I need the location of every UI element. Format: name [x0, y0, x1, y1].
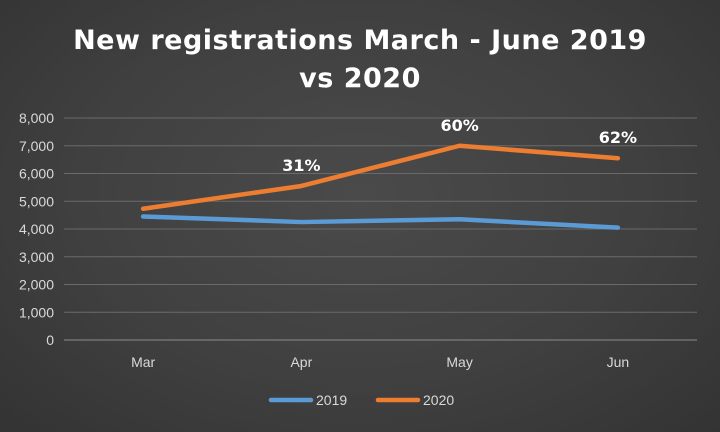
data-label: 60% — [440, 116, 478, 135]
x-tick-label: Jun — [607, 354, 630, 370]
data-label: 62% — [599, 128, 637, 147]
y-tick-label: 7,000 — [19, 138, 54, 154]
chart-title: New registrations March - June 2019 vs 2… — [73, 25, 647, 94]
y-tick-label: 6,000 — [19, 166, 54, 182]
legend-label: 2019 — [316, 392, 347, 408]
y-tick-label: 4,000 — [19, 221, 54, 237]
y-tick-label: 3,000 — [19, 249, 54, 265]
x-tick-label: Apr — [290, 354, 312, 370]
series-line-2019 — [140, 214, 621, 230]
x-tick-label: May — [446, 354, 472, 370]
y-tick-label: 5,000 — [19, 193, 54, 209]
y-tick-label: 0 — [46, 332, 54, 348]
x-tick-label: Mar — [131, 354, 155, 370]
y-tick-label: 2,000 — [19, 277, 54, 293]
series-line-2020 — [140, 143, 621, 211]
legend-label: 2020 — [423, 392, 454, 408]
y-tick-label: 8,000 — [19, 110, 54, 126]
y-tick-label: 1,000 — [19, 304, 54, 320]
data-label: 31% — [282, 156, 320, 175]
